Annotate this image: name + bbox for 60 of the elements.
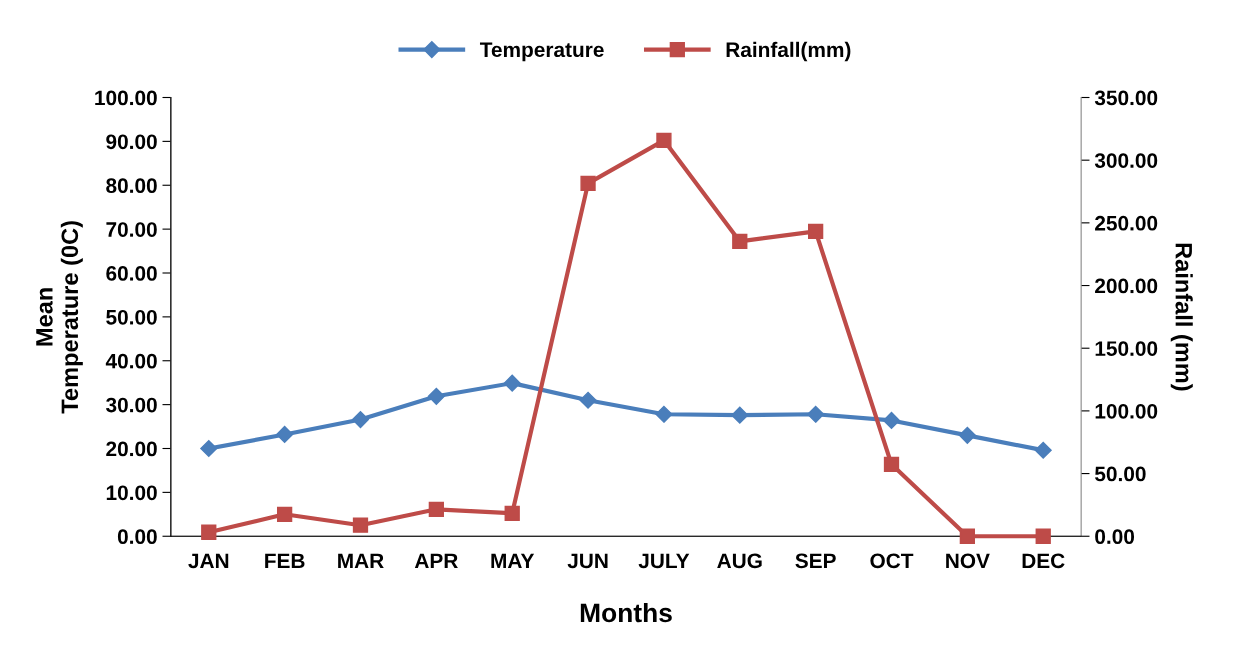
point [580, 175, 596, 192]
point [959, 528, 975, 544]
point [883, 456, 900, 472]
y-tick-label: 100.00 [95, 90, 157, 106]
x-tick-label: OCT [870, 553, 914, 569]
y-tick-label: 50.00 [106, 309, 157, 325]
point [882, 411, 901, 429]
point [200, 439, 218, 458]
legend-label: Temperature [479, 42, 604, 62]
point [656, 132, 672, 149]
point [201, 524, 217, 540]
point [731, 406, 749, 424]
point [427, 387, 445, 405]
point [276, 506, 293, 522]
legend-label: Rainfall(mm) [726, 41, 851, 62]
x-tick-label: JAN [188, 553, 229, 569]
point [807, 405, 825, 423]
x-tick-label: FEB [265, 553, 305, 569]
y-tick-label: 70.00 [106, 222, 157, 237]
point [1034, 441, 1052, 459]
y-tick-label: 10.00 [106, 485, 157, 501]
y2-tick-label: 350.00 [1094, 90, 1158, 106]
x-tick-label: APR [414, 553, 458, 569]
point [352, 517, 369, 533]
x-tick-label: SEP [795, 553, 836, 569]
point [504, 505, 520, 521]
y-tick-label: 20.00 [106, 441, 157, 457]
point [579, 391, 597, 409]
y-tick-label: 80.00 [106, 178, 157, 193]
point [732, 233, 748, 250]
x-tick-label: AUG [717, 553, 762, 569]
y2-tick-label: 300.00 [1094, 153, 1158, 168]
point [1035, 528, 1051, 544]
y2-axis-title: Rainfall (mm) [1170, 243, 1193, 391]
x-tick-label: JUN [567, 553, 608, 569]
y2-tick-label: 0.00 [1095, 529, 1135, 544]
y-tick-label: 0.00 [117, 529, 157, 544]
x-tick-label: DEC [1022, 553, 1065, 569]
y-axis-title: Mean Temperature (0C) [36, 221, 83, 414]
y2-tick-label: 150.00 [1095, 341, 1158, 356]
x-tick-label: NOV [946, 553, 990, 569]
point [503, 374, 521, 392]
y2-tick-label: 100.00 [1095, 403, 1158, 419]
point [655, 405, 673, 423]
y2-tick-label: 200.00 [1095, 278, 1158, 294]
point [958, 426, 976, 444]
y2-tick-label: 250.00 [1095, 215, 1158, 231]
x-tick-label: MAY [491, 553, 535, 569]
x-axis-title: Months [580, 602, 672, 623]
y-tick-label: 60.00 [106, 266, 157, 281]
x-tick-label: MAR [338, 553, 384, 569]
x-tick-label: JULY [638, 553, 690, 569]
y-tick-label: 30.00 [105, 397, 157, 413]
point [351, 410, 370, 429]
point [276, 425, 294, 444]
y-tick-label: 90.00 [106, 134, 157, 150]
point [808, 223, 824, 240]
y-tick-label: 40.00 [105, 353, 157, 369]
y2-tick-label: 50.00 [1094, 466, 1146, 482]
point [428, 501, 444, 517]
